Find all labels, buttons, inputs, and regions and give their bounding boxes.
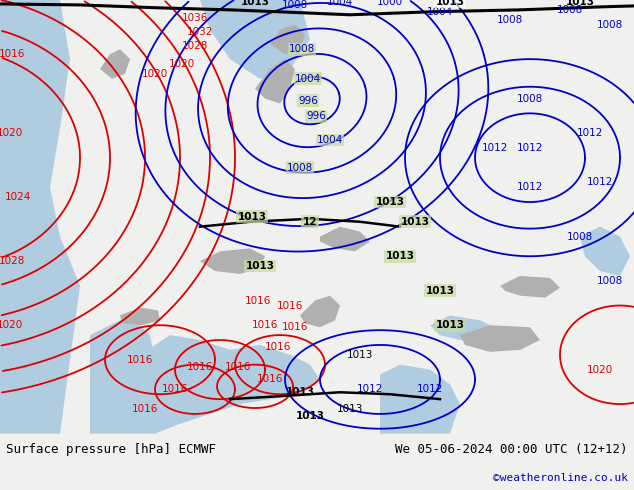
Text: 1028: 1028 (0, 256, 25, 266)
Text: 1016: 1016 (127, 355, 153, 365)
Polygon shape (0, 0, 80, 434)
Text: 1016: 1016 (265, 342, 291, 352)
Text: 1013: 1013 (436, 320, 465, 330)
Text: 1016: 1016 (245, 295, 271, 306)
Text: 1020: 1020 (0, 128, 23, 138)
Text: 1013: 1013 (385, 251, 415, 261)
Text: 12: 12 (303, 217, 317, 227)
Text: 1016: 1016 (225, 362, 251, 371)
Text: 1016: 1016 (162, 384, 188, 394)
Text: 1013: 1013 (295, 411, 325, 421)
Polygon shape (270, 24, 305, 54)
Text: 1008: 1008 (287, 163, 313, 172)
Text: 1008: 1008 (282, 0, 308, 10)
Polygon shape (90, 316, 160, 434)
Polygon shape (430, 316, 500, 340)
Text: ©weatheronline.co.uk: ©weatheronline.co.uk (493, 473, 628, 483)
Text: 996: 996 (298, 96, 318, 105)
Text: 996: 996 (306, 111, 326, 122)
Polygon shape (200, 0, 310, 79)
Polygon shape (580, 227, 630, 276)
Polygon shape (100, 49, 130, 79)
Text: 1016: 1016 (252, 320, 278, 330)
Text: 1012: 1012 (482, 143, 508, 153)
Text: 1000: 1000 (377, 0, 403, 7)
Text: 1004: 1004 (295, 74, 321, 84)
Text: 1012: 1012 (517, 182, 543, 192)
Text: 1012: 1012 (577, 128, 603, 138)
Polygon shape (300, 295, 340, 327)
Text: 1013: 1013 (375, 197, 404, 207)
Text: 1008: 1008 (567, 232, 593, 242)
Text: 1008: 1008 (597, 276, 623, 286)
Text: 1020: 1020 (0, 320, 23, 330)
Text: 1004: 1004 (427, 7, 453, 17)
Polygon shape (500, 276, 560, 297)
Text: 1028: 1028 (182, 41, 208, 51)
Text: 1013: 1013 (425, 286, 455, 296)
Text: 1013: 1013 (240, 0, 269, 7)
Text: 1008: 1008 (597, 20, 623, 29)
Text: 1020: 1020 (169, 59, 195, 69)
Text: 1013: 1013 (238, 212, 266, 222)
Text: 1013: 1013 (436, 0, 465, 7)
Polygon shape (200, 248, 265, 274)
Polygon shape (460, 325, 540, 352)
Text: 1016: 1016 (187, 362, 213, 371)
Text: 1016: 1016 (132, 404, 158, 414)
Text: 1024: 1024 (5, 192, 31, 202)
Text: 1013: 1013 (285, 387, 314, 397)
Polygon shape (320, 227, 370, 251)
Polygon shape (255, 59, 295, 103)
Text: 1008: 1008 (497, 15, 523, 24)
Text: 1020: 1020 (587, 365, 613, 374)
Text: 1008: 1008 (557, 5, 583, 15)
Text: 1012: 1012 (357, 384, 383, 394)
Text: 1016: 1016 (277, 300, 303, 311)
Text: 1016: 1016 (0, 49, 25, 59)
Polygon shape (140, 335, 320, 434)
Text: 1004: 1004 (317, 135, 343, 145)
Text: 1013: 1013 (337, 404, 363, 414)
Text: 1008: 1008 (517, 94, 543, 103)
Polygon shape (380, 365, 460, 434)
Text: Surface pressure [hPa] ECMWF: Surface pressure [hPa] ECMWF (6, 443, 216, 456)
Text: 1020: 1020 (142, 69, 168, 79)
Text: 1013: 1013 (245, 261, 275, 271)
Text: 1012: 1012 (517, 143, 543, 153)
Text: 1013: 1013 (401, 217, 429, 227)
Text: 1012: 1012 (417, 384, 443, 394)
Polygon shape (120, 308, 160, 325)
Text: 1013: 1013 (347, 350, 373, 360)
Text: 1016: 1016 (257, 374, 283, 385)
Text: 1036: 1036 (182, 13, 208, 23)
Text: 1008: 1008 (289, 44, 315, 54)
Text: 1013: 1013 (566, 0, 595, 7)
Text: We 05-06-2024 00:00 UTC (12+12): We 05-06-2024 00:00 UTC (12+12) (395, 443, 628, 456)
Text: 1012: 1012 (587, 177, 613, 187)
Text: 1004: 1004 (327, 0, 353, 7)
Text: 1016: 1016 (281, 322, 308, 332)
Text: 1032: 1032 (187, 26, 213, 37)
